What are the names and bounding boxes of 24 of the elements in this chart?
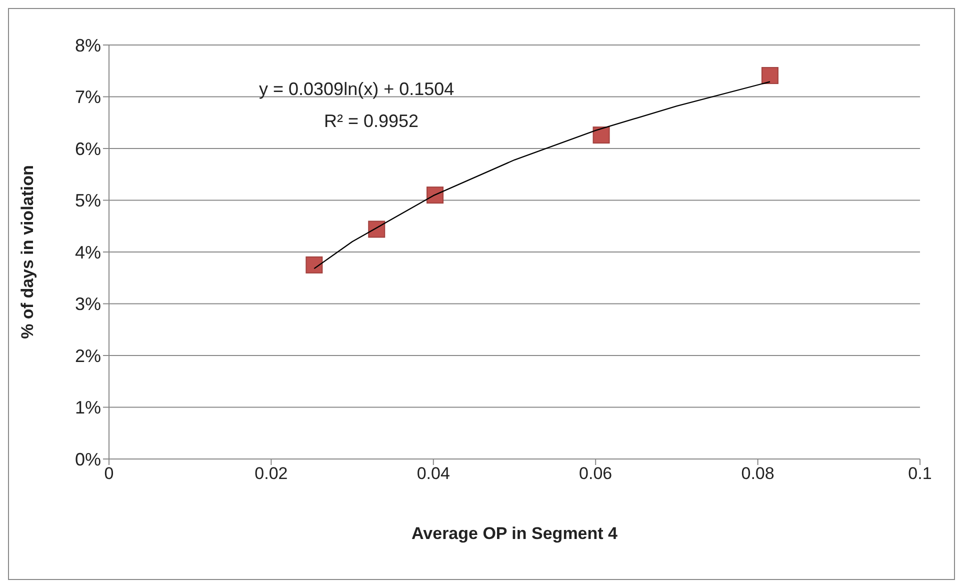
x-tick-label: 0.04 <box>416 464 450 484</box>
y-tick-label: 4% <box>74 242 101 262</box>
y-tick-label: 3% <box>74 294 101 314</box>
x-tick-label: 0.06 <box>579 464 612 484</box>
x-tick-label: 0.1 <box>908 464 932 484</box>
x-tick-label: 0 <box>104 464 114 484</box>
point <box>306 256 323 274</box>
x-tick-label: 0.08 <box>741 464 774 484</box>
annotation: R² = 0.9952 <box>324 111 419 132</box>
y-axis-title: % of days in violation <box>18 165 38 339</box>
y-tick-label: 5% <box>74 190 101 211</box>
y-tick-label: 6% <box>74 138 101 159</box>
y-tick-label: 2% <box>74 346 101 366</box>
point <box>426 186 444 204</box>
point <box>592 126 610 144</box>
point <box>368 220 386 238</box>
y-tick-label: 0% <box>74 449 101 470</box>
y-tick-label: 8% <box>74 35 101 56</box>
x-axis-title: Average OP in Segment 4 <box>412 524 618 543</box>
x-tick-label: 0.02 <box>254 464 288 484</box>
y-tick-label: 7% <box>74 87 101 108</box>
annotation: y = 0.0309ln(x) + 0.1504 <box>259 79 454 100</box>
y-tick-label: 1% <box>74 398 101 418</box>
point <box>761 67 778 84</box>
